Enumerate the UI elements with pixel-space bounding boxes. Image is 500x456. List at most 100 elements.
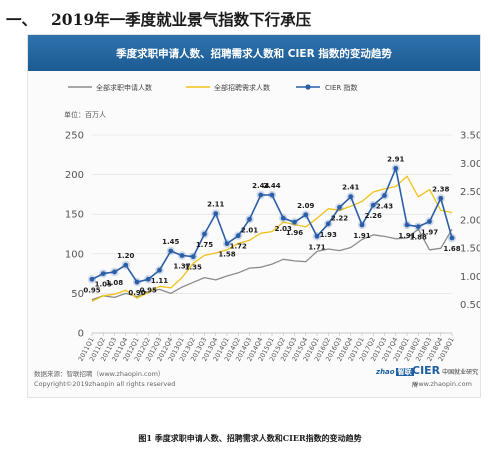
cier-point	[123, 262, 129, 268]
cier-data-label: 1.37	[173, 262, 190, 270]
cier-data-label: 2.01	[241, 226, 258, 234]
cier-data-label: 2.11	[207, 201, 224, 209]
cier-point	[382, 193, 387, 198]
cier-point	[89, 276, 95, 282]
axis-layer: 0 50 100 150 200 250 0.50 1.00 1.50 2.00 2.50 3.00 3…	[65, 131, 480, 363]
cier-point	[314, 233, 320, 239]
y-right-tick-label: 0.50	[460, 300, 480, 311]
cier-data-label: 1.08	[106, 279, 123, 287]
cier-data-label: 0.95	[140, 286, 157, 294]
chart-canvas: 0 50 100 150 200 250 0.50 1.00 1.50 2.00 2.50 3.00 3…	[64, 83, 480, 363]
cier-data-label: 1.72	[230, 243, 247, 251]
cier-data-label: 1.71	[308, 243, 325, 251]
section-number: 一、	[6, 10, 38, 29]
cier-data-label: 0.90	[128, 289, 145, 297]
cier-data-label: 2.44	[252, 182, 269, 190]
figure-caption: 图1 季度求职申请人数、招聘需求人数和CIER指数的变动趋势	[138, 433, 362, 443]
y-left-tick-label: 150	[65, 210, 84, 221]
y-right-tick-label: 3.50	[460, 131, 480, 142]
cier-point	[325, 221, 331, 227]
cier-point	[438, 195, 444, 201]
cier-point	[393, 165, 399, 171]
cier-data-label: 1.96	[286, 229, 303, 237]
cier-data-label: 2.41	[342, 184, 359, 192]
cier-point	[258, 192, 264, 198]
cier-data-label: 1.68	[443, 245, 460, 253]
legend-label-cier: CIER 指数	[325, 83, 357, 92]
cier-point	[168, 248, 174, 254]
label-layer: 0.951.051.081.200.900.951.111.451.371.35…	[83, 155, 460, 297]
y-right-tick-label: 2.50	[460, 187, 480, 198]
cier-point	[202, 231, 207, 237]
cier-point	[112, 269, 117, 275]
copyright-note: Copyright©2019zhaopin all rights reserve…	[34, 380, 176, 388]
cier-data-label: 2.43	[376, 203, 393, 211]
series-line-demand	[91, 175, 453, 302]
cier-data-label: 0.95	[83, 286, 100, 294]
series-layer	[87, 164, 457, 302]
cier-data-label: 1.45	[162, 238, 179, 246]
legend-marker-cier	[305, 84, 311, 90]
cier-data-label: 2.91	[387, 155, 404, 163]
legend: 全部求职申请人数 全部招聘需求人数 CIER 指数	[68, 83, 357, 92]
zhaopin-logo: zhao 智联	[376, 368, 414, 376]
cier-data-label: 1.93	[320, 231, 337, 239]
cier-point	[292, 219, 297, 225]
cier-data-label: 2.38	[432, 185, 449, 193]
cier-point	[269, 192, 275, 198]
cier-data-label: 1.91	[353, 232, 370, 240]
legend-label-applicants: 全部求职申请人数	[96, 83, 152, 92]
chart-title: 季度求职申请人数、招聘需求人数和 CIER 指数的变动趋势	[116, 47, 392, 60]
cier-point	[235, 233, 241, 239]
cier-data-label: 2.03	[275, 225, 292, 233]
source-note: 数据来源：智联招聘（www.zhaopin.com）	[34, 370, 165, 378]
site-url: www.zhaopin.com	[413, 380, 472, 388]
y-right-tick-label: 2.00	[460, 215, 480, 226]
unit-label: 单位：百万人	[64, 110, 106, 119]
cier-point	[190, 254, 196, 260]
cier-point	[247, 216, 252, 222]
cier-point	[303, 212, 309, 218]
cier-data-label: 2.22	[331, 214, 348, 222]
y-right-tick-label: 1.50	[460, 244, 480, 255]
cier-point	[179, 253, 185, 258]
cier-point	[157, 267, 162, 273]
y-right-tick-label: 1.00	[460, 272, 480, 283]
cier-point	[280, 215, 286, 221]
cier-point	[224, 241, 230, 247]
section-title: 2019年一季度就业景气指数下行承压	[51, 10, 312, 29]
cier-data-label: 1.58	[218, 251, 235, 259]
cier-data-label: 2.26	[365, 212, 382, 220]
y-left-tick-label: 250	[65, 131, 84, 142]
cier-data-label: 1.91	[398, 232, 415, 240]
cier-data-label: 1.05	[95, 281, 112, 289]
section-heading: 一、 2019年一季度就业景气指数下行承压	[6, 8, 494, 30]
cier-logo: CIER 中国就业研究所	[412, 364, 479, 389]
cier-data-label: 1.75	[196, 241, 213, 249]
cier-point	[449, 235, 455, 241]
y-right-tick-label: 3.00	[460, 159, 480, 170]
y-left-tick-label: 100	[65, 249, 84, 260]
cier-point	[213, 211, 219, 217]
cier-point	[404, 222, 410, 228]
cier-data-label: 1.20	[117, 252, 134, 260]
cier-point	[370, 202, 376, 208]
cier-data-label: 1.88	[410, 234, 427, 242]
cier-point	[145, 276, 151, 282]
cier-point	[359, 222, 365, 228]
cier-data-label: 1.11	[151, 277, 168, 285]
cier-data-label: 2.44	[263, 182, 280, 190]
cier-point	[415, 224, 421, 230]
cier-data-label: 2.09	[297, 202, 314, 210]
cier-point	[348, 194, 354, 200]
cier-point	[427, 219, 432, 224]
y-left-tick-label: 200	[65, 170, 84, 181]
cier-data-label: 1.35	[185, 264, 202, 272]
cier-data-label: 1.97	[421, 229, 438, 237]
chart-banner: 季度求职申请人数、招聘需求人数和 CIER 指数的变动趋势	[28, 35, 480, 71]
cier-point	[134, 279, 140, 285]
cier-point	[337, 205, 342, 210]
legend-label-demand: 全部招聘需求人数	[214, 83, 270, 92]
y-left-tick-label: 50	[71, 289, 84, 300]
y-left-tick-label: 0	[78, 329, 84, 340]
